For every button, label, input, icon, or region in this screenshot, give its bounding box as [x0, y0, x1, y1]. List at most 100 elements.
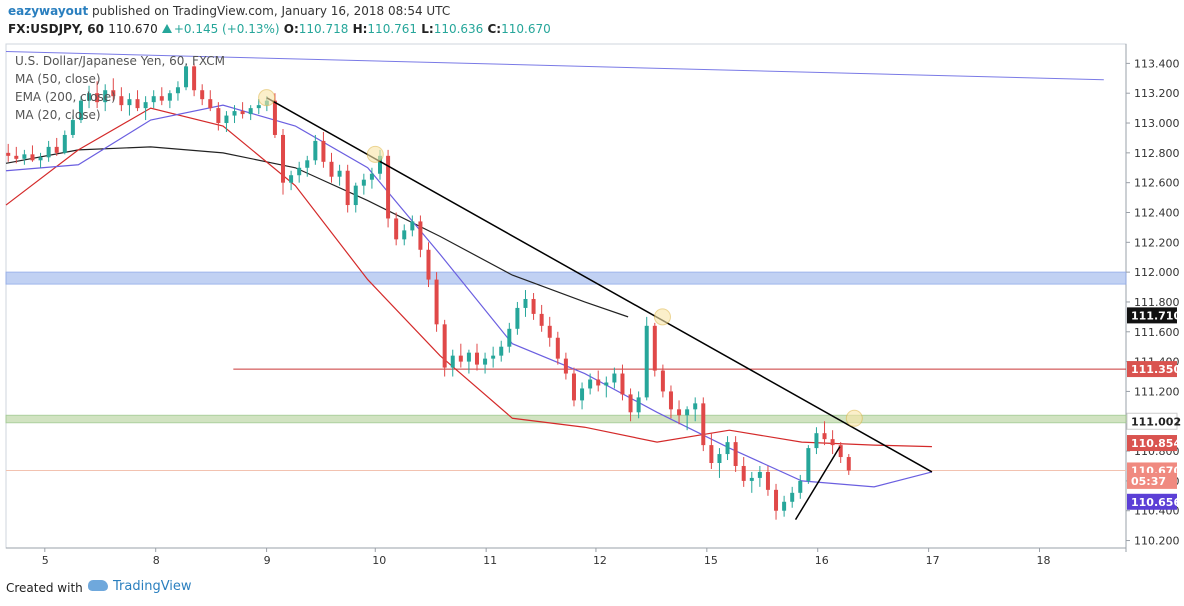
y-tick-label: 111.800: [1134, 296, 1180, 309]
candle-body: [693, 403, 698, 410]
y-tick-label: 113.400: [1134, 57, 1180, 70]
candle-body: [337, 170, 342, 177]
price-tag-label: 111.710: [1131, 309, 1181, 322]
candle-body: [539, 313, 544, 326]
candle-body: [806, 448, 811, 481]
candle-body: [46, 146, 51, 158]
candle-body: [418, 221, 423, 250]
candle-body: [822, 433, 827, 440]
candle-body: [378, 155, 383, 174]
candle-body: [240, 111, 245, 115]
y-tick-label: 113.000: [1134, 117, 1180, 130]
candle-body: [305, 160, 310, 168]
legend-ma50[interactable]: MA (50, close): [15, 72, 101, 86]
ma20-line: [5, 104, 933, 488]
candle-body: [774, 489, 779, 511]
candle-body: [741, 465, 746, 481]
candle-body: [814, 433, 819, 449]
price-tag: [1127, 493, 1177, 510]
price-tag: [1127, 435, 1177, 452]
legend-ema200[interactable]: EMA (200, close): [15, 90, 116, 104]
candle-body: [111, 90, 116, 97]
candle-body: [281, 134, 286, 183]
candle-body: [151, 96, 156, 103]
candle-body: [660, 370, 665, 392]
x-tick-label: 9: [264, 554, 271, 567]
price-tag: [1127, 307, 1177, 324]
x-tick-label: 10: [372, 554, 386, 567]
candle-body: [442, 324, 447, 368]
candle-body: [216, 108, 221, 124]
zone-green: [5, 414, 1127, 424]
created-with: Created with: [6, 581, 83, 595]
low-value: 110.636: [433, 22, 484, 36]
candle-body: [135, 99, 140, 109]
tradingview-logo[interactable]: TradingView: [88, 579, 192, 594]
legend-ma20[interactable]: MA (20, close): [15, 108, 101, 122]
candle-body: [685, 409, 690, 416]
candle-body: [636, 397, 641, 413]
candle-body: [717, 454, 722, 464]
candle-body: [620, 373, 625, 395]
candle-body: [757, 471, 762, 478]
candle-body: [394, 218, 399, 240]
x-tick-label: 5: [42, 554, 49, 567]
publish-line: eazywayout published on TradingView.com,…: [8, 4, 450, 18]
candle-body: [184, 66, 189, 88]
brand-name: TradingView: [113, 579, 192, 594]
author-link[interactable]: eazywayout: [8, 4, 89, 18]
candle-body: [208, 99, 213, 109]
x-tick-label: 16: [815, 554, 829, 567]
candle-body: [555, 337, 560, 359]
candle-body: [361, 179, 366, 186]
candle-body: [709, 445, 714, 464]
x-tick-label: 18: [1037, 554, 1051, 567]
candle-body: [798, 480, 803, 493]
price-tag-label: 05:37: [1131, 475, 1166, 488]
candle-body: [289, 175, 294, 183]
candle-body: [765, 471, 770, 490]
y-tick-label: 111.600: [1134, 326, 1180, 339]
candle-body: [143, 102, 148, 109]
candle-body: [612, 373, 617, 383]
candle-body: [345, 170, 350, 206]
y-tick-label: 112.600: [1134, 177, 1180, 190]
candle-body: [571, 373, 576, 401]
candle-body: [232, 111, 237, 116]
candle-body: [410, 221, 415, 231]
candle-body: [402, 230, 407, 240]
candle-body: [604, 382, 609, 386]
candle-body: [466, 352, 471, 362]
candle-body: [321, 140, 326, 162]
y-tick-label: 112.400: [1134, 206, 1180, 219]
price-tag-label: 111.350: [1131, 363, 1181, 376]
candle-body: [474, 352, 479, 365]
trendline: [794, 446, 841, 521]
touch-circle: [845, 409, 863, 427]
candle-body: [14, 155, 19, 159]
open-value: 110.718: [298, 22, 349, 36]
price-tag: [1126, 412, 1178, 430]
candle-body: [224, 115, 229, 124]
price-tag-label: 111.002: [1131, 415, 1181, 428]
price-tag-label: 110.854: [1131, 437, 1181, 450]
price-tag: [1127, 472, 1177, 489]
symbol-label: FX:USDJPY, 60: [8, 22, 104, 36]
touch-circle: [258, 89, 276, 107]
candle-body: [119, 96, 124, 106]
cloud-icon: [88, 580, 108, 591]
candle-body: [426, 249, 431, 280]
candle-body: [677, 409, 682, 416]
candle-body: [272, 100, 277, 135]
candle-body: [256, 105, 261, 109]
candle-body: [434, 279, 439, 325]
y-tick-label: 112.200: [1134, 236, 1180, 249]
publish-info: published on TradingView.com, January 16…: [92, 4, 451, 18]
candle-body: [580, 388, 585, 401]
candle-body: [386, 155, 391, 219]
candle-body: [563, 358, 568, 374]
chart-legend: U.S. Dollar/Japanese Yen, 60, FXCM MA (5…: [15, 52, 225, 124]
candle-body: [830, 439, 835, 446]
candle-body: [87, 93, 92, 101]
